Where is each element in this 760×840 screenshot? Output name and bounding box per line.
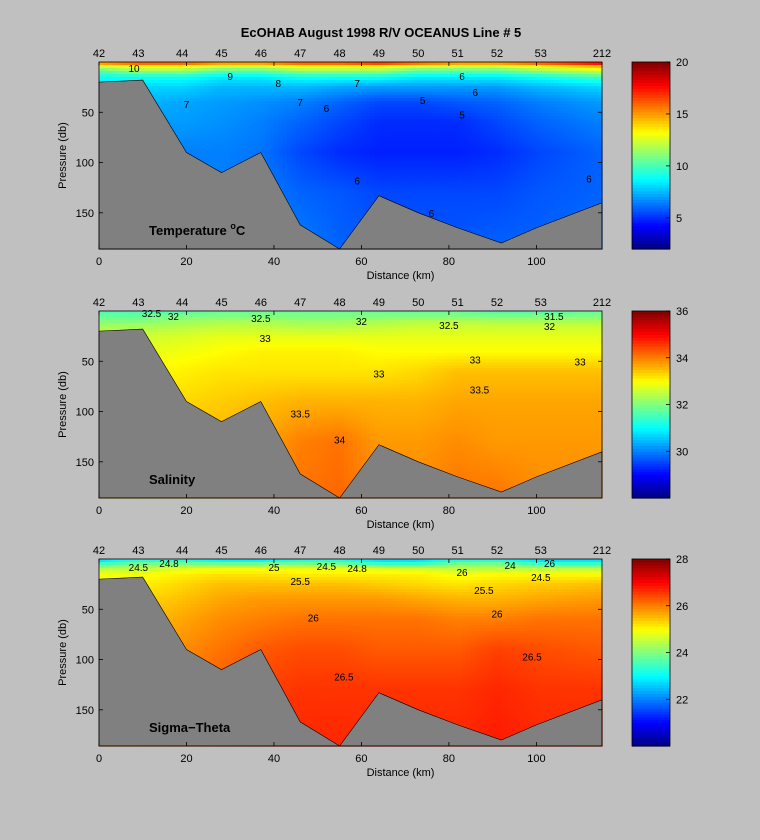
figure-title: EcOHAB August 1998 R/V OCEANUS Line # 5: [241, 25, 522, 40]
figure-canvas: EcOHAB August 1998 R/V OCEANUS Line # 5 …: [0, 0, 760, 840]
figure-page: EcOHAB August 1998 R/V OCEANUS Line # 5 …: [0, 0, 760, 840]
